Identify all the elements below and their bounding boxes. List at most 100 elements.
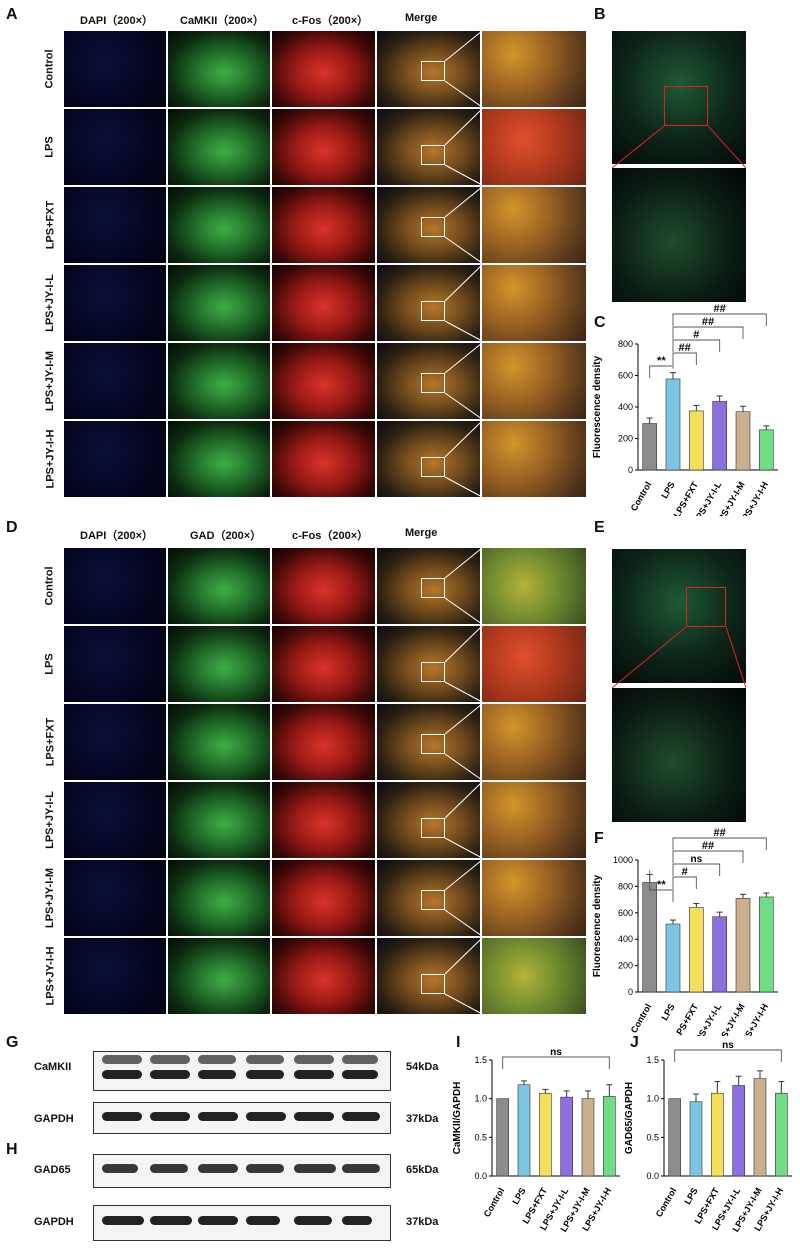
panel-a-image-tile — [377, 421, 480, 497]
chart-f-significance-label: ns — [690, 854, 702, 865]
chart-j-bar-2 — [711, 1092, 724, 1177]
panel-letter-f: F — [594, 830, 604, 847]
panel-d-image-tile — [64, 938, 166, 1014]
chart-c-bar-0 — [642, 423, 657, 471]
blot-h-gapdh-label: GAPDH — [34, 1216, 74, 1228]
panel-d-col-dapi: DAPI（200×） — [80, 530, 154, 542]
panel-d-image-tile — [272, 860, 375, 936]
panel-a-image-tile — [377, 265, 480, 341]
chart-f-category-label: Control — [629, 1002, 654, 1035]
panel-a-image-tile — [377, 187, 480, 263]
blot-g-camkii-band — [102, 1070, 142, 1079]
panel-d-image-tile — [377, 860, 480, 936]
chart-i-significance-label: ns — [550, 1047, 562, 1058]
chart-c-bar-4 — [735, 411, 751, 471]
panel-d-image-tile — [482, 548, 586, 624]
chart-f-significance-bracket — [672, 876, 697, 889]
panel-d-row-label: LPS — [40, 626, 60, 702]
chart-f-significance-label: ## — [714, 827, 726, 839]
chart-i-y-tick-label: 1.0 — [474, 1094, 487, 1104]
panel-a-image-tile — [482, 343, 586, 419]
panel-d-inset-box — [421, 662, 445, 682]
chart-j-category-label: LPS — [682, 1186, 699, 1206]
panel-d-image-tile — [482, 704, 586, 780]
panel-a-inset-box — [421, 61, 445, 81]
chart-j-y-tick-label: 0.5 — [646, 1132, 659, 1142]
panel-letter-g: G — [6, 1034, 19, 1051]
panel-a-image-tile — [168, 31, 270, 107]
panel-a-inset-box — [421, 301, 445, 321]
panel-a-inset-box — [421, 373, 445, 393]
panel-d-image-tile — [168, 782, 270, 858]
panel-a-image-tile — [482, 187, 586, 263]
chart-j-bar-4 — [753, 1078, 767, 1177]
panel-d-inset-box — [421, 890, 445, 910]
chart-f-significance-bracket — [672, 863, 721, 876]
panel-a-inset-lines — [445, 187, 483, 263]
chart-c-y-tick-label: 600 — [618, 371, 633, 381]
chart-f-significance-bracket — [672, 837, 767, 850]
panel-d-image-tile — [64, 782, 166, 858]
blot-h-gad65-band — [294, 1164, 336, 1173]
panel-b-zoom-box — [664, 86, 708, 126]
chart-c-significance-label: ## — [702, 316, 714, 328]
chart-j-bar-3 — [732, 1085, 745, 1177]
chart-i-bar-1 — [517, 1084, 531, 1177]
panel-d-image-tile — [168, 860, 270, 936]
panel-d-image-tile — [272, 548, 375, 624]
blot-h-gad65-label: GAD65 — [34, 1164, 71, 1176]
panel-a-row-label-text: LPS+JY-I-H — [44, 429, 56, 489]
chart-c-significance-label: ## — [679, 342, 691, 354]
panel-a-image-tile — [482, 109, 586, 185]
panel-a-image-tile — [377, 31, 480, 107]
chart-c-y-tick-label: 800 — [618, 339, 633, 349]
blot-g-gapdh-band — [294, 1112, 334, 1121]
blot-h-gapdh-band — [150, 1216, 192, 1225]
chart-f-y-tick-label: 200 — [618, 961, 633, 971]
blot-h-gapdh-band — [246, 1216, 280, 1225]
chart-f-bar-1 — [665, 923, 681, 993]
blot-g-camkii-kda: 54kDa — [406, 1061, 439, 1073]
blot-h-gapdh-kda: 37kDa — [406, 1216, 439, 1228]
blot-g-camkii-band — [150, 1055, 190, 1064]
panel-d-image-tile — [272, 704, 375, 780]
chart-c-significance-label: ** — [657, 355, 666, 367]
panel-d-inset-box — [421, 974, 445, 994]
panel-d-inset-lines — [445, 860, 483, 936]
panel-a-row-label: LPS+JY-I-H — [40, 421, 60, 497]
chart-f-category-label: LPS — [659, 1002, 676, 1022]
chart-c-y-tick-label: 200 — [618, 434, 633, 444]
chart-j-category-label: Control — [654, 1186, 679, 1219]
chart-j-bar-0 — [668, 1098, 681, 1177]
panel-a-image-tile — [64, 343, 166, 419]
panel-d-image-tile — [482, 860, 586, 936]
panel-letter-i: I — [456, 1034, 461, 1051]
blot-h-gad65-band — [150, 1164, 188, 1173]
chart-c-y-label: Fluorescence density — [592, 355, 603, 458]
blot-h-gapdh-band — [342, 1216, 372, 1225]
blot-h-gad65-band — [342, 1164, 380, 1173]
panel-a-image-tile — [272, 31, 375, 107]
panel-e-zoom-image — [612, 688, 746, 822]
panel-a-image-tile — [168, 421, 270, 497]
panel-a-inset-lines — [445, 421, 483, 497]
panel-d-inset-lines — [445, 938, 483, 1014]
panel-letter-a: A — [6, 6, 18, 23]
blot-g-camkii-band — [294, 1055, 334, 1064]
blot-g-camkii-band — [246, 1070, 284, 1079]
panel-d-row-label-text: LPS — [44, 653, 56, 675]
chart-f-y-tick-label: 800 — [618, 881, 633, 891]
blot-g-camkii-band — [150, 1070, 190, 1079]
chart-c-bar-2 — [689, 410, 704, 471]
chart-j-significance-label: ns — [722, 1040, 734, 1051]
blot-g-gapdh-band — [150, 1112, 190, 1121]
panel-letter-d: D — [6, 519, 18, 536]
panel-d-col-merge: Merge — [405, 527, 438, 539]
panel-d-image-tile — [482, 782, 586, 858]
blot-g-camkii-band — [198, 1070, 236, 1079]
panel-a-col-dapi: DAPI（200×） — [80, 15, 154, 27]
blot-h-gapdh-band — [198, 1216, 238, 1225]
panel-d-image-tile — [168, 548, 270, 624]
panel-d-inset-box — [421, 578, 445, 598]
